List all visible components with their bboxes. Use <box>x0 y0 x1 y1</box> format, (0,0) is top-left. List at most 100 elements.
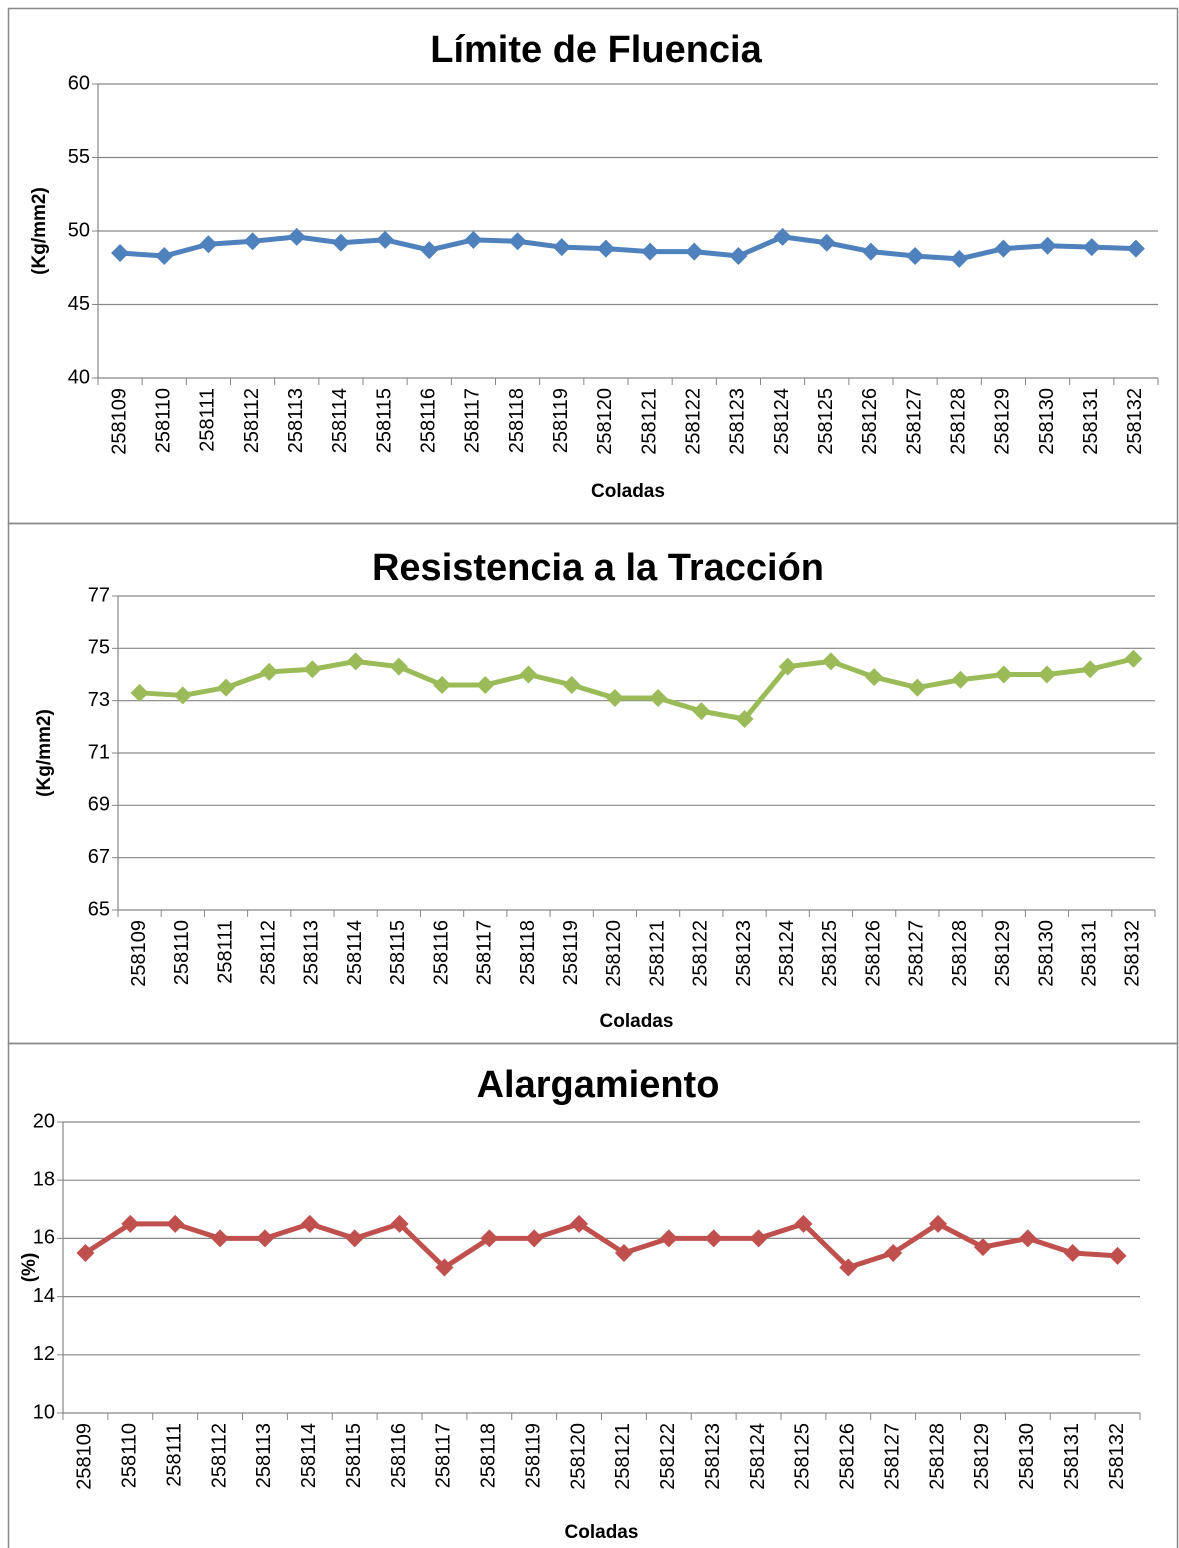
y-tick-label: 71 <box>88 741 110 763</box>
data-point <box>973 1238 992 1257</box>
x-tick-label: 258118 <box>517 920 539 985</box>
x-tick-label: 258129 <box>971 1423 993 1490</box>
y-tick-label: 55 <box>68 146 90 168</box>
x-tick-label: 258122 <box>690 920 712 987</box>
x-axis-title: Coladas <box>591 481 665 502</box>
x-tick-label: 258122 <box>657 1423 679 1490</box>
data-point <box>1038 236 1057 255</box>
data-point <box>685 242 704 261</box>
data-point <box>1126 239 1145 258</box>
x-tick-label: 258125 <box>815 388 837 455</box>
y-axis-title: (%) <box>19 1253 40 1283</box>
x-tick-label: 258109 <box>74 1423 96 1490</box>
data-point <box>130 683 149 702</box>
data-point <box>345 1229 364 1248</box>
data-line <box>84 1221 1118 1270</box>
x-tick-label: 258124 <box>747 1423 769 1490</box>
data-point <box>906 246 925 265</box>
x-tick-label: 258110 <box>119 1423 141 1488</box>
data-line <box>139 656 1134 722</box>
x-tick-label: 258120 <box>594 388 616 455</box>
y-axis-title: (Kg/mm2) <box>34 709 55 797</box>
data-point <box>260 662 279 681</box>
x-tick-label: 258111 <box>163 1423 185 1487</box>
data-point <box>614 1243 633 1262</box>
x-tick-label: 258110 <box>153 388 175 453</box>
x-tick-label: 258132 <box>1124 388 1146 455</box>
data-point <box>908 678 927 697</box>
x-tick-label: 258115 <box>343 1423 365 1488</box>
x-tick-label: 258115 <box>373 388 395 453</box>
x-tick-label: 258114 <box>344 920 366 985</box>
x-tick-label: 258131 <box>1061 1423 1083 1490</box>
chart-title: Resistencia a la Tracción <box>372 547 824 589</box>
x-tick-label: 258123 <box>733 920 755 987</box>
data-point <box>255 1229 274 1248</box>
y-tick-label: 77 <box>88 584 110 606</box>
data-point <box>389 657 408 676</box>
data-point <box>243 232 262 251</box>
data-point <box>865 668 884 687</box>
data-point <box>884 1243 903 1262</box>
data-line <box>119 234 1137 262</box>
x-tick-label: 258112 <box>258 920 280 985</box>
y-tick-label: 45 <box>68 293 90 315</box>
y-tick-label: 10 <box>33 1401 55 1423</box>
x-tick-label: 258132 <box>1122 920 1144 987</box>
y-tick-label: 69 <box>88 794 110 816</box>
x-tick-label: 258116 <box>388 1423 410 1488</box>
y-tick-label: 16 <box>33 1227 55 1249</box>
data-point <box>480 1229 499 1248</box>
data-point <box>861 242 880 261</box>
x-tick-label: 258125 <box>819 920 841 987</box>
data-point <box>794 1214 813 1233</box>
y-tick-label: 20 <box>33 1110 55 1132</box>
data-point <box>994 665 1013 684</box>
data-point <box>929 1214 948 1233</box>
data-point <box>605 689 624 708</box>
x-tick-label: 258129 <box>992 388 1014 455</box>
x-tick-label: 258124 <box>771 388 793 455</box>
data-point <box>692 702 711 721</box>
x-tick-label: 258122 <box>683 388 705 455</box>
x-tick-label: 258127 <box>903 388 925 455</box>
data-point <box>166 1214 185 1233</box>
data-point <box>508 232 527 251</box>
data-point <box>821 652 840 671</box>
x-tick-label: 258130 <box>1036 388 1058 455</box>
data-point <box>817 233 836 252</box>
x-tick-label: 258126 <box>862 920 884 987</box>
data-point <box>287 227 306 246</box>
data-point <box>773 227 792 246</box>
x-tick-label: 258127 <box>881 1423 903 1490</box>
x-axis-title: Coladas <box>600 1011 674 1032</box>
data-point <box>211 1229 230 1248</box>
x-tick-label: 258115 <box>387 920 409 985</box>
data-point <box>552 238 571 257</box>
data-point <box>649 689 668 708</box>
data-point <box>519 665 538 684</box>
data-point <box>1081 660 1100 679</box>
data-point <box>1037 665 1056 684</box>
x-tick-label: 258110 <box>171 920 193 985</box>
data-point <box>704 1229 723 1248</box>
x-tick-label: 258126 <box>859 388 881 455</box>
x-tick-label: 258117 <box>474 920 496 985</box>
x-tick-label: 258116 <box>418 388 440 453</box>
data-point <box>749 1229 768 1248</box>
data-point <box>641 242 660 261</box>
x-tick-label: 258117 <box>462 388 484 453</box>
x-tick-label: 258116 <box>430 920 452 985</box>
x-tick-label: 258121 <box>612 1423 634 1490</box>
x-tick-label: 258114 <box>329 388 351 453</box>
x-tick-label: 258129 <box>992 920 1014 987</box>
data-point <box>433 675 452 694</box>
data-point <box>951 670 970 689</box>
x-tick-label: 258121 <box>638 388 660 455</box>
x-tick-label: 258109 <box>128 920 150 987</box>
y-tick-label: 18 <box>33 1168 55 1190</box>
x-tick-label: 258125 <box>792 1423 814 1490</box>
x-axis-title: Coladas <box>565 1522 639 1543</box>
